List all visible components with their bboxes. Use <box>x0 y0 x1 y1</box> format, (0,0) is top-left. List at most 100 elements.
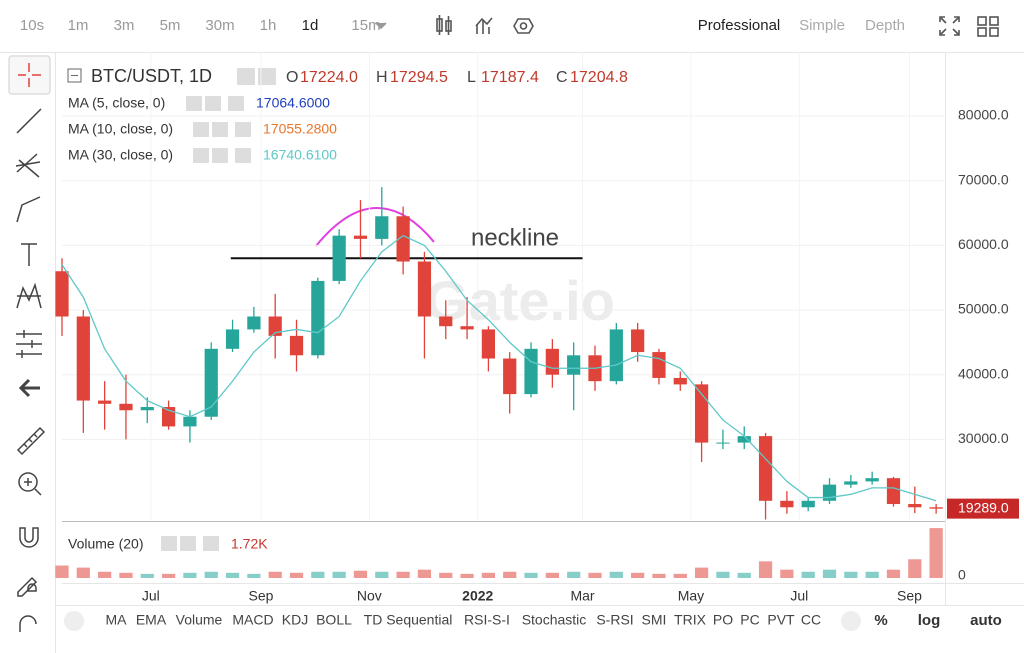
candle-body <box>119 403 133 411</box>
collapse-icon[interactable] <box>67 68 82 83</box>
back-tool[interactable] <box>18 378 40 398</box>
zoom-tool[interactable] <box>18 472 38 492</box>
interval-button[interactable]: 3m <box>114 17 135 34</box>
candle-body <box>503 358 517 395</box>
indicator-button[interactable]: PO <box>713 612 733 628</box>
indicator-icon[interactable] <box>475 17 493 34</box>
dropdown-arrow <box>375 22 387 30</box>
indicator-button[interactable]: PVT <box>767 612 795 628</box>
ma-line <box>61 234 937 502</box>
candle-body <box>609 329 623 382</box>
candle-body <box>801 500 815 508</box>
candle-body <box>716 442 730 444</box>
volume-bar <box>183 572 197 578</box>
legend-icons <box>67 68 276 551</box>
volume-bar <box>673 573 687 578</box>
interval-button[interactable]: 15m <box>351 17 380 34</box>
candle-body <box>567 355 581 375</box>
pattern-tool[interactable] <box>16 282 42 309</box>
indicator-name: MA (30, close, 0) <box>68 147 173 163</box>
indicator-button[interactable]: Volume <box>176 612 223 628</box>
zoom-tool-lines <box>24 478 42 496</box>
volume-bar <box>140 573 154 578</box>
indicator-button[interactable]: MACD <box>232 612 273 628</box>
fullscreen-icon[interactable] <box>939 16 960 36</box>
indicator-button[interactable]: CC <box>801 612 821 628</box>
indicator-button[interactable]: EMA <box>136 612 167 628</box>
ohlc-letter: O <box>286 69 298 86</box>
volume-bar <box>822 569 837 578</box>
view-button[interactable]: Professional <box>698 17 781 34</box>
indicator-button[interactable]: TD Sequential <box>364 612 453 628</box>
indicator-button[interactable]: MA <box>106 612 128 628</box>
volume-bar <box>204 571 218 578</box>
measure-tool[interactable] <box>16 330 42 358</box>
y-tick-label: 80000.0 <box>958 107 1009 123</box>
lock-tool[interactable] <box>19 615 37 632</box>
view-button[interactable]: Simple <box>799 17 845 34</box>
candle-body <box>908 504 922 508</box>
view-button[interactable]: Depth <box>865 17 905 34</box>
volume-bar <box>737 572 751 578</box>
neckline-label: neckline <box>471 224 559 251</box>
volume-bar <box>119 572 133 578</box>
line-tool[interactable] <box>16 108 42 134</box>
ohlc-value: 17294.5 <box>390 69 448 86</box>
magnet-tool[interactable] <box>19 527 39 548</box>
indicator-button[interactable]: S-RSI <box>596 612 633 628</box>
interval-button[interactable]: 30m <box>205 17 234 34</box>
interval-button[interactable]: 1h <box>260 17 277 34</box>
indicator-button[interactable]: TRIX <box>674 612 707 628</box>
candle-body <box>396 216 410 262</box>
gear-icon[interactable] <box>258 68 276 85</box>
eye-icon[interactable] <box>237 68 255 85</box>
indicator-button[interactable]: PC <box>740 612 759 628</box>
x-tick-label: Sep <box>249 588 274 604</box>
scale-option[interactable]: % <box>874 612 887 629</box>
volume-bar <box>375 571 389 578</box>
volume-bar <box>503 571 517 578</box>
candle-body <box>652 352 666 378</box>
interval-button[interactable]: 10s <box>20 17 44 34</box>
crosshair-tool[interactable] <box>18 63 41 87</box>
fib-tool[interactable] <box>15 153 41 178</box>
indicator-button[interactable]: Stochastic <box>522 612 587 628</box>
layout-icon[interactable] <box>977 16 999 37</box>
lock-draw-tool[interactable] <box>17 576 38 597</box>
path-tool[interactable] <box>16 196 41 223</box>
volume-bar <box>481 572 496 578</box>
volume-bar <box>268 571 282 578</box>
volume-bar <box>694 567 709 578</box>
x-tick-label: Nov <box>357 588 382 604</box>
volume-bar <box>460 573 474 578</box>
ruler-tool[interactable] <box>16 426 46 456</box>
candle-icon[interactable] <box>436 15 452 35</box>
candle-body <box>673 377 687 385</box>
candle-body <box>865 478 879 482</box>
last-price-label: 19289.0 <box>958 499 1009 515</box>
indicator-value: 17064.6000 <box>256 95 330 111</box>
y-tick-label: 30000.0 <box>958 430 1009 446</box>
settings-icon[interactable] <box>513 18 534 34</box>
volume-legend: Volume (20) <box>68 536 143 552</box>
text-tool[interactable] <box>21 243 37 266</box>
candle-body <box>631 329 645 353</box>
y-tick-label: 40000.0 <box>958 365 1009 381</box>
indicator-button[interactable]: BOLL <box>316 612 352 628</box>
scale-option[interactable]: log <box>918 612 941 629</box>
drawing-tools <box>8 55 51 632</box>
volume-bar <box>524 572 538 578</box>
volume-tick-label: 0 <box>958 567 966 583</box>
candle-body <box>225 329 240 349</box>
indicator-button[interactable]: KDJ <box>282 612 308 628</box>
interval-button[interactable]: 1d <box>302 17 319 34</box>
volume-bar <box>844 571 858 578</box>
interval-button[interactable]: 1m <box>68 17 89 34</box>
interval-button[interactable]: 5m <box>160 17 181 34</box>
indicator-button[interactable]: SMI <box>642 612 667 628</box>
scale-option[interactable]: auto <box>970 612 1002 629</box>
candle-body <box>311 280 325 356</box>
indicator-button[interactable]: RSI-S-I <box>464 612 510 628</box>
volume-bar <box>716 571 730 578</box>
x-tick-label: Mar <box>570 588 594 604</box>
